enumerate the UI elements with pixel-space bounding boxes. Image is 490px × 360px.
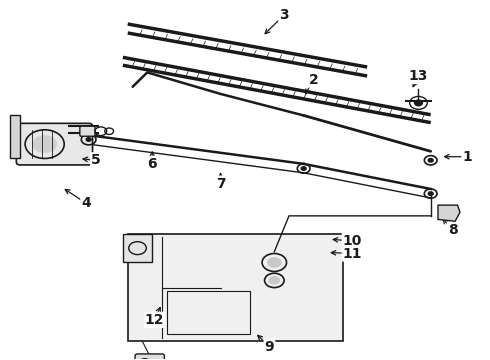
Circle shape bbox=[269, 276, 280, 285]
Circle shape bbox=[428, 192, 433, 195]
Circle shape bbox=[32, 135, 57, 153]
Circle shape bbox=[428, 158, 433, 162]
Text: 9: 9 bbox=[265, 340, 274, 354]
Text: 10: 10 bbox=[343, 234, 362, 248]
Text: 11: 11 bbox=[343, 247, 362, 261]
Text: 3: 3 bbox=[279, 8, 289, 22]
Text: 2: 2 bbox=[309, 73, 318, 87]
Text: 6: 6 bbox=[147, 157, 157, 171]
Polygon shape bbox=[438, 205, 460, 221]
Text: 12: 12 bbox=[145, 313, 164, 327]
Circle shape bbox=[86, 138, 91, 141]
FancyBboxPatch shape bbox=[135, 354, 164, 360]
Polygon shape bbox=[10, 116, 20, 158]
FancyBboxPatch shape bbox=[80, 126, 95, 136]
Text: 4: 4 bbox=[81, 196, 91, 210]
Bar bbox=[123, 234, 152, 262]
FancyBboxPatch shape bbox=[16, 123, 93, 165]
Circle shape bbox=[415, 100, 422, 106]
Text: 5: 5 bbox=[91, 153, 101, 167]
Text: 8: 8 bbox=[448, 223, 458, 237]
Text: 13: 13 bbox=[409, 69, 428, 83]
Text: 7: 7 bbox=[216, 177, 225, 190]
Circle shape bbox=[301, 167, 306, 170]
Bar bbox=[128, 234, 343, 341]
Circle shape bbox=[267, 257, 282, 268]
Text: 1: 1 bbox=[463, 150, 472, 164]
